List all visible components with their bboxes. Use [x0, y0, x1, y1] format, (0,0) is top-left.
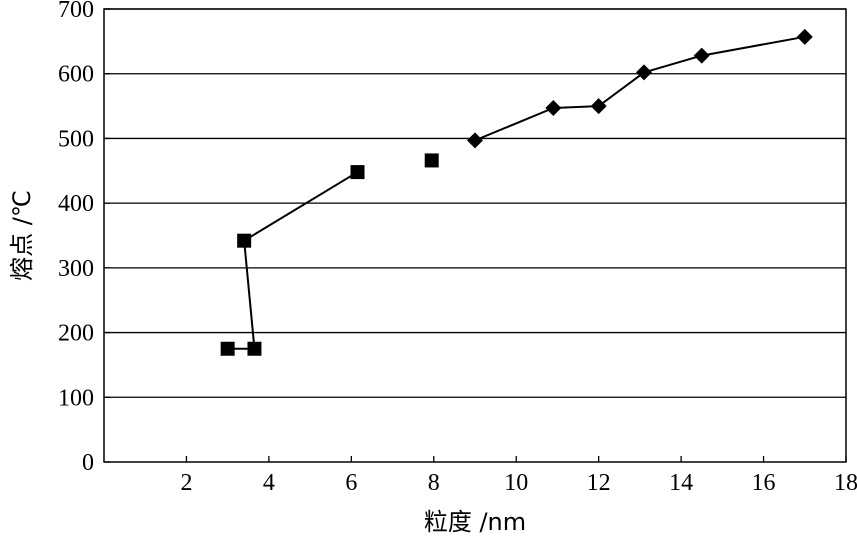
series-diamond-segment: [598, 71, 645, 107]
square-marker: [350, 165, 365, 180]
series-square-segment: [243, 171, 359, 242]
x-tick-label: 14: [669, 470, 693, 496]
series-markers: [220, 28, 813, 356]
x-tick-label: 16: [752, 470, 776, 496]
x-tick-label: 6: [345, 470, 357, 496]
x-axis-title: 粒度 /nm: [424, 508, 526, 536]
tick-labels: 0 100 200 300 400 500 600 700 2 4 6 8 10 12 14 16 18: [58, 0, 857, 496]
diamond-marker: [636, 64, 653, 81]
diamond-marker: [693, 47, 710, 64]
x-tick-label: 18: [834, 470, 857, 496]
square-marker: [220, 341, 235, 356]
series-square-segment: [243, 240, 256, 349]
y-tick-label: 700: [58, 0, 94, 23]
x-tick-label: 12: [587, 470, 611, 496]
diamond-marker: [467, 132, 483, 149]
gridlines: [104, 8, 846, 398]
series-diamond-segment: [643, 54, 703, 74]
diamond-marker: [590, 98, 607, 115]
series-diamond-segment: [701, 35, 805, 57]
y-tick-label: 400: [58, 191, 94, 217]
x-tick-label: 8: [428, 470, 440, 496]
series-lines: [227, 35, 805, 350]
series-diamond-segment: [474, 107, 554, 142]
square-marker: [237, 233, 252, 248]
diamond-marker: [545, 100, 562, 117]
x-tick-label: 2: [180, 470, 192, 496]
axes: [103, 8, 847, 463]
y-tick-label: 300: [58, 256, 94, 282]
plot-frame: [103, 8, 847, 463]
x-tick-label: 4: [263, 470, 275, 496]
y-tick-label: 100: [58, 385, 94, 411]
x-tick-label: 10: [504, 470, 528, 496]
y-tick-label: 500: [58, 126, 94, 152]
y-tick-label: 200: [58, 321, 94, 347]
diamond-marker: [796, 28, 813, 45]
square-marker: [247, 341, 262, 356]
y-tick-label: 0: [82, 450, 94, 476]
square-marker: [424, 153, 439, 168]
y-axis-title: 熔点 /℃: [8, 190, 36, 281]
y-tick-label: 600: [58, 62, 94, 88]
